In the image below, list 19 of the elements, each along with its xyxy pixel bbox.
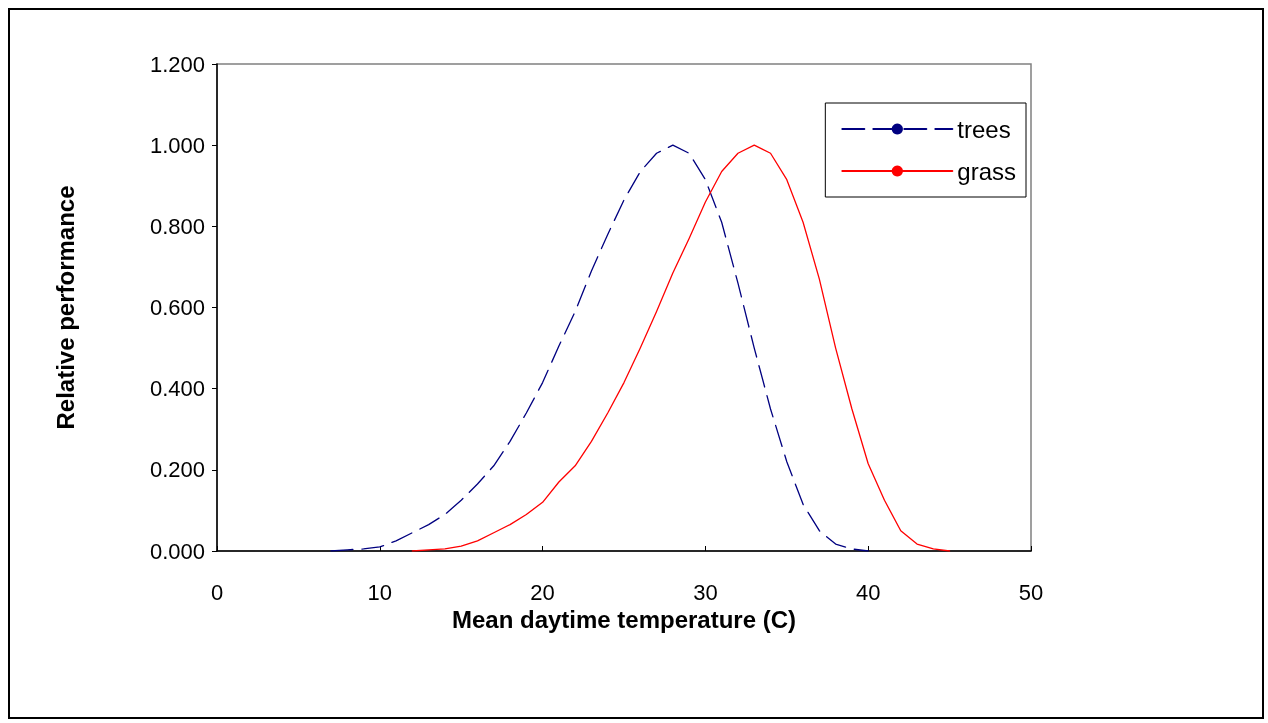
line-series bbox=[411, 144, 951, 552]
y-tick-label: 0.000 bbox=[149, 538, 205, 564]
x-tick-label: 40 bbox=[855, 579, 881, 605]
y-axis-title: Relative performance bbox=[51, 185, 79, 430]
y-tick-label: 0.600 bbox=[149, 295, 205, 320]
x-tick-label: 20 bbox=[530, 579, 555, 605]
x-tick-label: 30 bbox=[693, 579, 718, 605]
y-tick-label: 0.400 bbox=[149, 376, 205, 402]
y-tick-label: 1.000 bbox=[149, 132, 205, 158]
legend-label: grass bbox=[957, 157, 1016, 185]
y-tick-label: 1.200 bbox=[149, 51, 205, 77]
x-tick-label: 0 bbox=[210, 579, 224, 605]
legend-label: trees bbox=[957, 115, 1011, 143]
x-axis-title: Mean daytime temperature (C) bbox=[451, 606, 797, 634]
y-tick-label: 0.800 bbox=[149, 213, 205, 239]
x-tick-label: 50 bbox=[1018, 579, 1044, 605]
y-tick-label: 0.200 bbox=[149, 457, 205, 483]
x-tick-label: 10 bbox=[367, 579, 393, 605]
line-series bbox=[330, 144, 869, 552]
